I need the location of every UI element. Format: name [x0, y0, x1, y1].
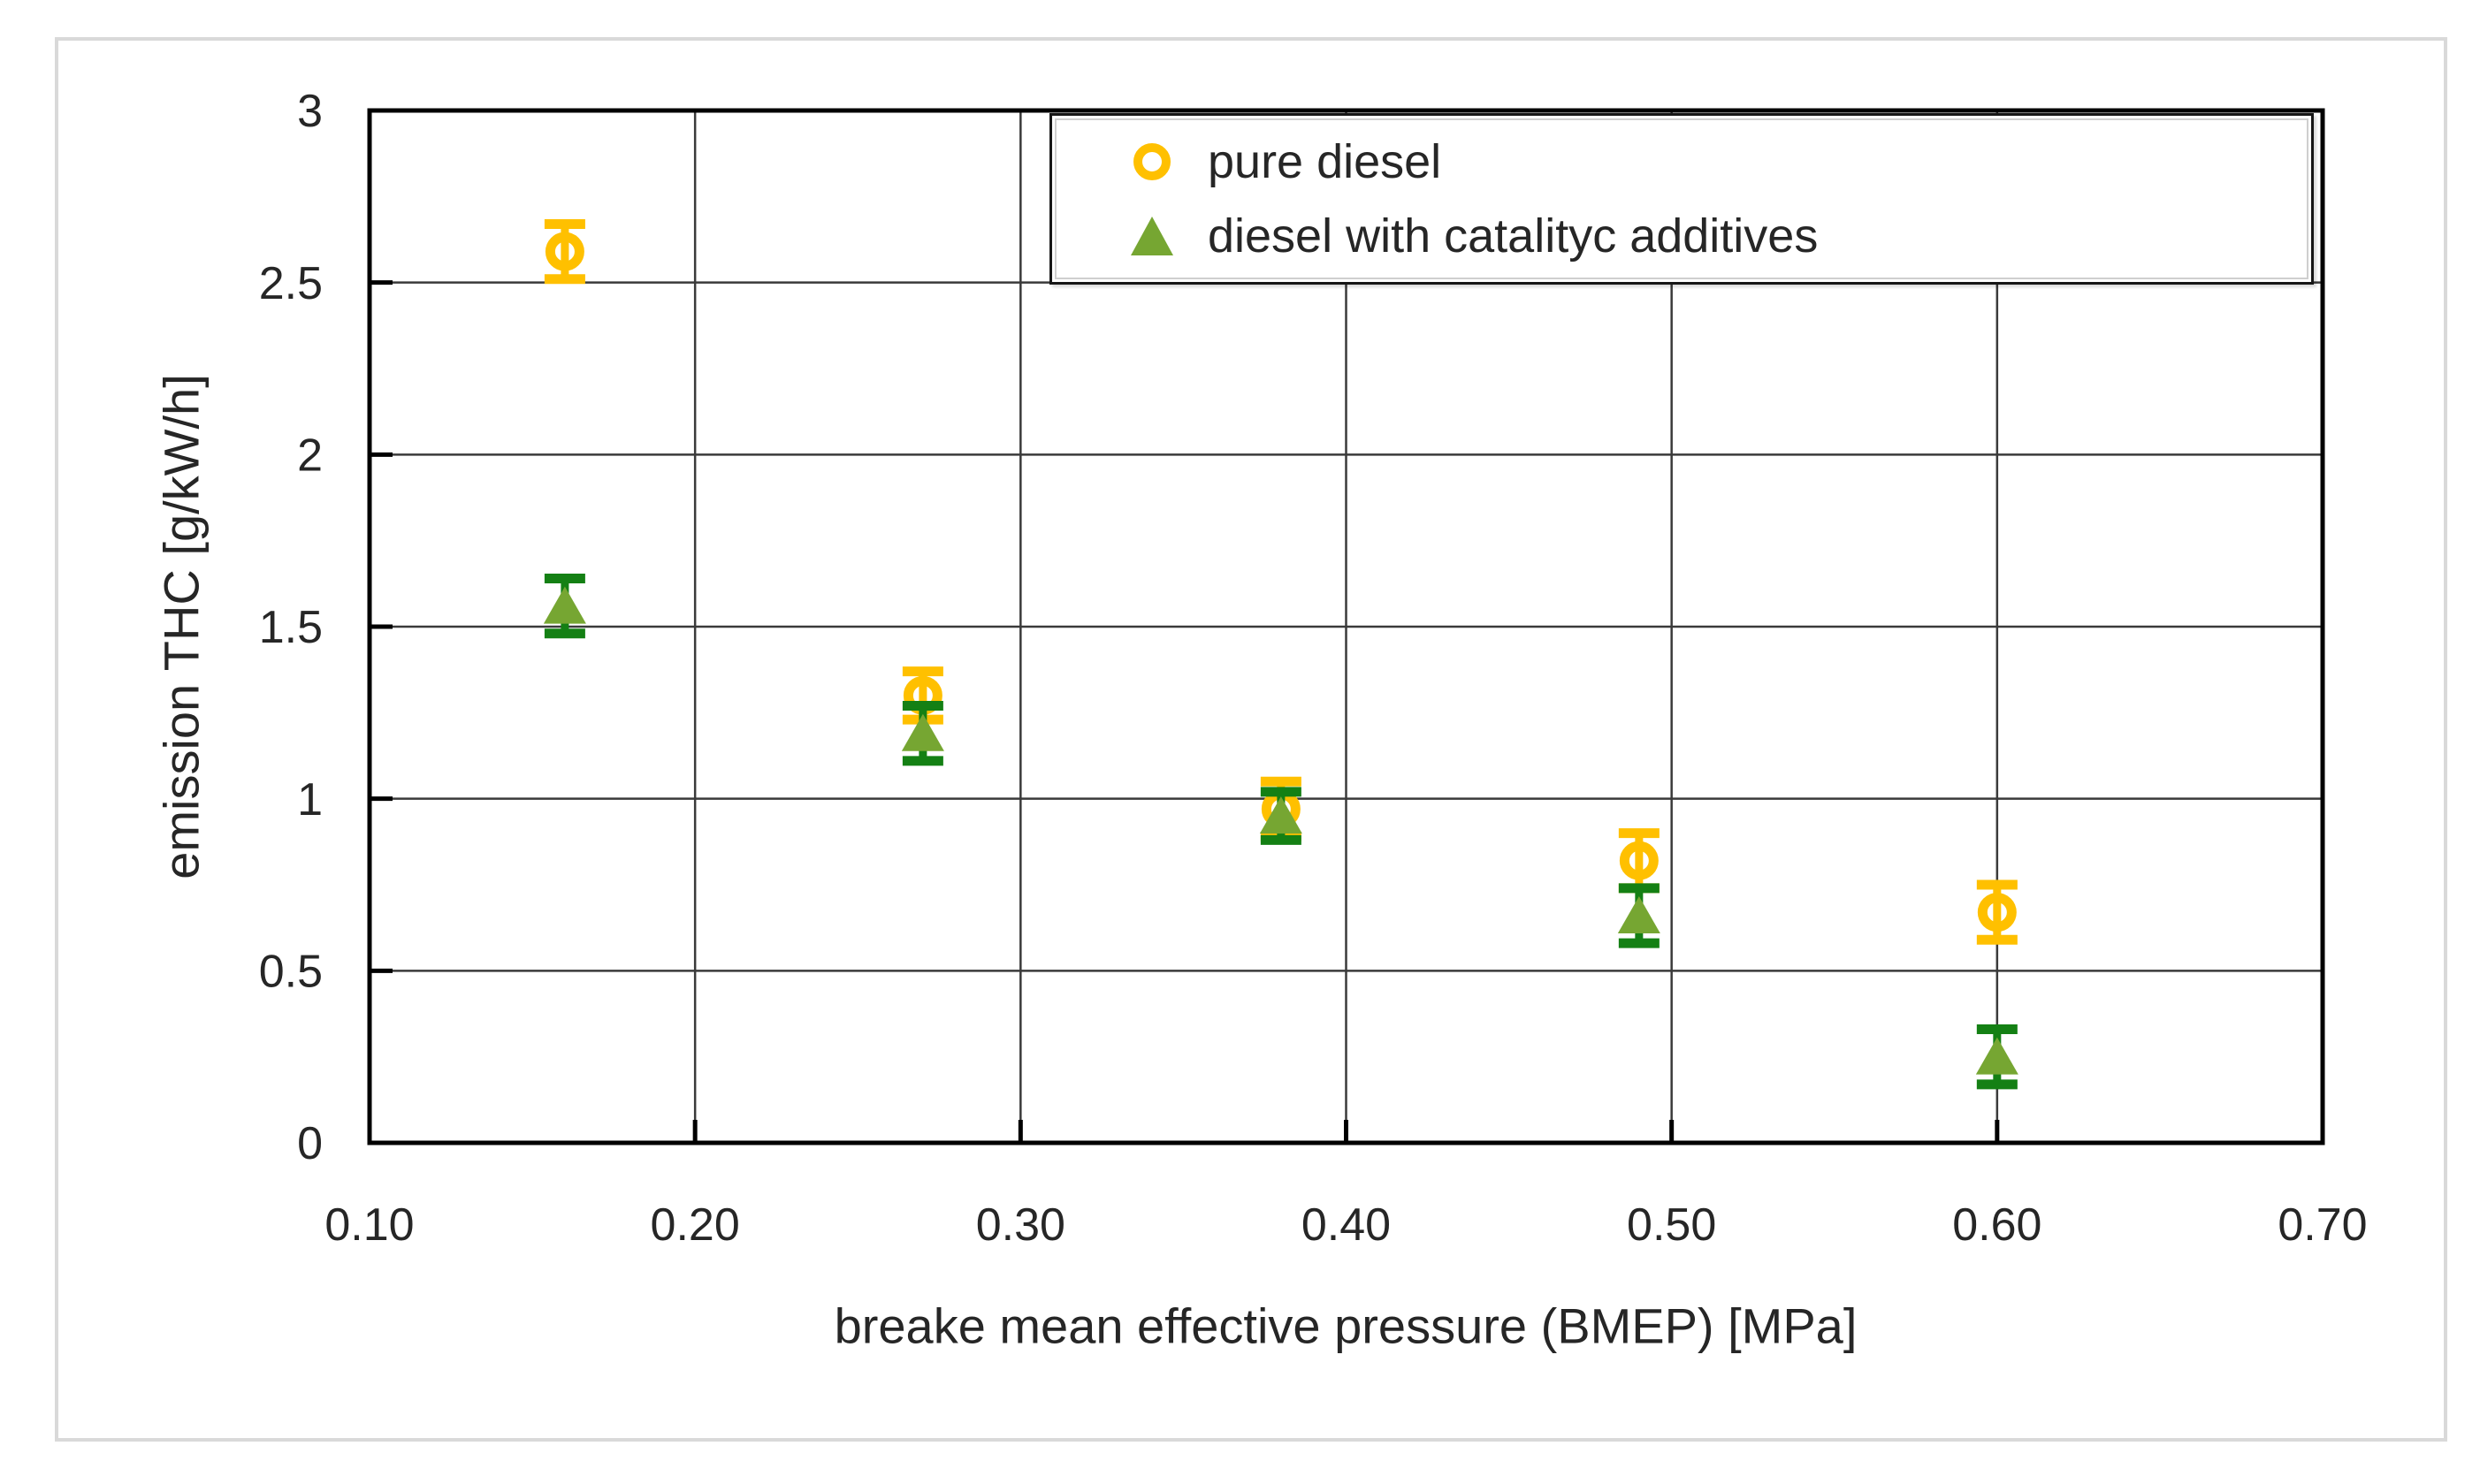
marker-circle-series0 — [545, 232, 584, 271]
x-tick-label: 0.20 — [651, 1199, 740, 1251]
marker-triangle-series1 — [1617, 896, 1660, 934]
x-tick-label: 0.40 — [1301, 1199, 1391, 1251]
marker-circle-series0 — [1619, 841, 1659, 880]
marker-triangle-series1 — [1975, 1037, 2018, 1075]
marker-triangle-series1 — [901, 713, 944, 751]
legend-label-additives: diesel with catalityc additives — [1208, 209, 1819, 263]
x-tick-label: 0.70 — [2278, 1199, 2367, 1251]
x-tick-label: 0.30 — [976, 1199, 1065, 1251]
y-tick-label: 1.5 — [259, 602, 323, 653]
x-tick-label: 0.10 — [324, 1199, 414, 1251]
marker-triangle-series1 — [543, 586, 586, 624]
y-tick-label: 1 — [297, 774, 323, 826]
y-tick-label: 3 — [297, 86, 323, 137]
x-axis-title: breake mean effective pressure (BMEP) [M… — [834, 1298, 1858, 1354]
y-tick-label: 0.5 — [259, 947, 323, 998]
legend-entry-pure-diesel: pure diesel — [1123, 134, 2311, 189]
y-tick-label: 2.5 — [259, 258, 323, 309]
legend-entry-additives: diesel with catalityc additives — [1123, 209, 2311, 263]
y-tick-label: 0 — [297, 1118, 323, 1169]
x-tick-label: 0.50 — [1627, 1199, 1716, 1251]
x-tick-label: 0.60 — [1952, 1199, 2041, 1251]
marker-circle-series0 — [1977, 893, 2017, 932]
plot-border — [367, 108, 2325, 1145]
y-axis-title: emission THC [g/kW/h] — [153, 374, 210, 879]
marker-triangle-series1 — [1259, 796, 1302, 834]
legend-triangle-icon — [1123, 209, 1181, 263]
legend-label-pure-diesel: pure diesel — [1208, 135, 1442, 189]
legend: pure diesel diesel with catalityc additi… — [1049, 113, 2314, 285]
legend-circle-icon — [1123, 135, 1181, 188]
y-tick-label: 2 — [297, 430, 323, 482]
